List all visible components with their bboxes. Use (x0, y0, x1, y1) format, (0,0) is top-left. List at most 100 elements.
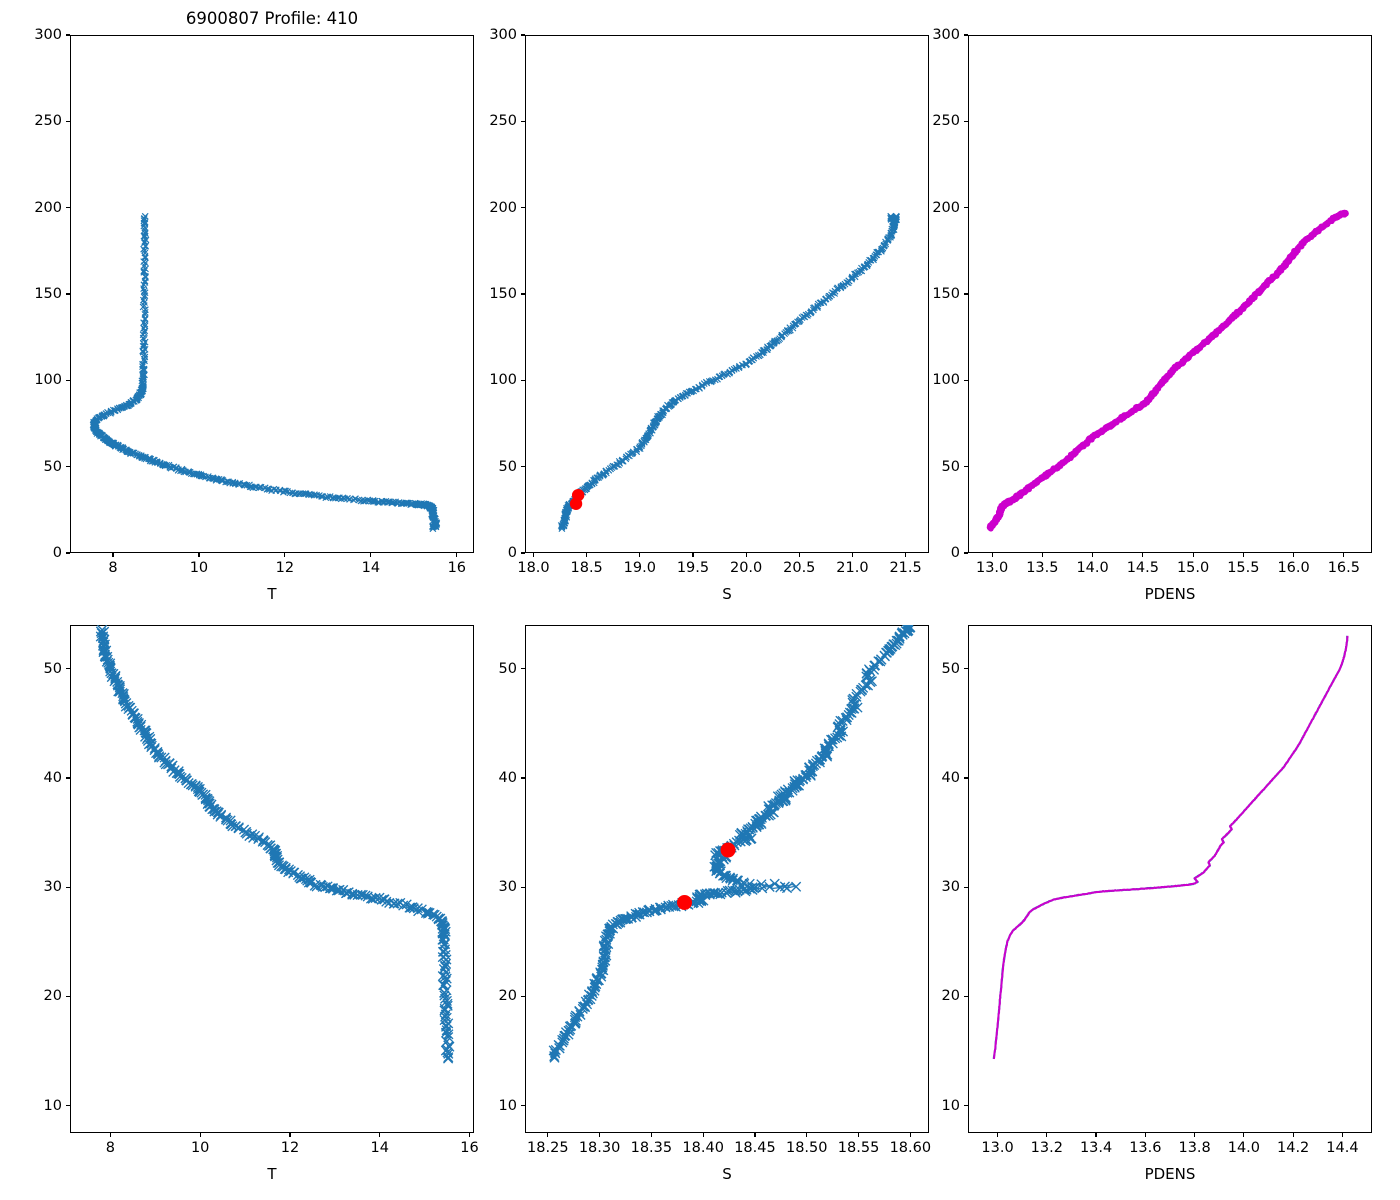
ytick-mark (964, 379, 968, 381)
ytick-mark (521, 995, 525, 998)
ytick-mark (964, 777, 968, 779)
xtick-label: 14.5 (1126, 560, 1159, 576)
xtick-label: 15.0 (1176, 560, 1210, 576)
xtick-mark (702, 1133, 704, 1137)
plot-panel-bottom-right-pdens-zoom: 13.0 13.2 13.4 13.6 13.8 14.0 14.2 14.4 10 20 30 40… (942, 625, 1372, 1183)
ytick-mark (521, 777, 525, 779)
xtick-mark (586, 553, 588, 557)
ytick-label: 30 (43, 879, 62, 896)
xtick-label: 19.5 (676, 560, 710, 576)
data-layer-bottom-middle-salinity-zoom (548, 625, 916, 1063)
ytick-label: 50 (498, 660, 517, 677)
xtick-label: 21.5 (889, 560, 922, 576)
axes-frame-bottom-right-pdens-zoom (968, 625, 1372, 1133)
ytick-label: 30 (498, 879, 517, 896)
xtick-label: 14.4 (1326, 1140, 1359, 1156)
ytick-label: 10 (498, 1097, 517, 1114)
plot-panel-bottom-middle-salinity-zoom: 18.25 18.30 18.35 18.40 18.45 18.50 18.55 18.60… (499, 625, 931, 1183)
xtick-label: 18.35 (630, 1140, 673, 1156)
ytick-mark (66, 886, 70, 888)
axes-frame-top-middle-salinity (525, 35, 929, 553)
ytick-label: 150 (489, 286, 517, 302)
xtick-mark (806, 1133, 808, 1137)
xtick-label: 13.2 (1030, 1140, 1063, 1156)
xtick-mark (1243, 1133, 1245, 1137)
xtick-label: 16 (460, 1140, 479, 1156)
ytick-label: 250 (932, 113, 960, 130)
flagged-point-2 (720, 842, 736, 858)
ytick-mark (521, 886, 525, 888)
xtick-mark (650, 1133, 652, 1137)
xaxis-label-PDENS: PDENS (1144, 585, 1196, 603)
plot-panel-top-right-pdens: 13.0 13.5 14.0 14.5 15.0 15.5 16.0 16.5 0 50 100 15… (932, 28, 1372, 603)
ytick-label: 250 (34, 113, 62, 130)
xtick-mark (1046, 1133, 1048, 1137)
xtick-label: 14.2 (1277, 1140, 1310, 1156)
ytick-mark (66, 379, 70, 381)
xtick-label: 18.55 (837, 1140, 880, 1156)
ytick-label: 50 (941, 458, 960, 475)
ytick-mark (964, 668, 968, 670)
xtick-label: 16.0 (1277, 560, 1310, 576)
ytick-mark (521, 34, 525, 36)
data-layer-bottom-left-temperature-zoom (95, 625, 455, 1064)
xtick-label: 20.5 (783, 560, 816, 576)
xtick-label: 18.45 (734, 1140, 776, 1156)
ytick-label: 0 (950, 545, 960, 561)
ytick-mark (521, 207, 525, 209)
xtick-label: 18.40 (682, 1140, 724, 1156)
xtick-mark (199, 1133, 201, 1137)
ytick-mark (964, 1105, 968, 1107)
xtick-mark (1242, 553, 1244, 557)
series-markers-S (557, 212, 901, 533)
xtick-mark (598, 1133, 601, 1137)
ytick-mark (66, 995, 70, 998)
xtick-label: 13.0 (975, 560, 1009, 576)
ytick-label: 50 (43, 660, 62, 677)
plot-panel-bottom-left-temperature-zoom: 8101214161020304050TPressure (44, 625, 479, 1183)
data-layer-bottom-right-pdens-zoom (992, 635, 1349, 1060)
xtick-label: 13.4 (1079, 1140, 1113, 1156)
xtick-mark (370, 553, 372, 557)
ytick-label: 20 (941, 988, 960, 1005)
ytick-mark (964, 120, 968, 122)
ytick-mark (521, 466, 525, 468)
ytick-label: 50 (498, 458, 517, 475)
xtick-label: 14.0 (1076, 560, 1109, 576)
ytick-label: 100 (34, 372, 62, 389)
xtick-mark (547, 1133, 549, 1137)
ytick-mark (964, 995, 968, 998)
xtick-label: 12 (280, 1140, 300, 1156)
xtick-label: 19.0 (623, 560, 656, 576)
xtick-mark (851, 553, 854, 557)
xtick-mark (1293, 553, 1295, 557)
xaxis-label-S: S (722, 585, 732, 603)
ytick-label: 200 (932, 199, 960, 216)
ytick-mark (964, 293, 968, 295)
ytick-label: 150 (34, 286, 62, 302)
ytick-mark (521, 668, 525, 670)
xtick-mark (754, 1133, 756, 1137)
ytick-label: 30 (941, 879, 960, 896)
ytick-mark (964, 34, 968, 36)
ytick-label: 250 (489, 113, 517, 130)
xtick-mark (1194, 1133, 1196, 1137)
ytick-label: 150 (932, 286, 960, 302)
ytick-mark (521, 1105, 525, 1107)
xtick-mark (532, 553, 535, 557)
xtick-mark (468, 1133, 471, 1137)
xaxis-label-T: T (267, 1165, 277, 1183)
xtick-label: 20.0 (729, 560, 763, 576)
xtick-mark (991, 553, 993, 557)
xtick-mark (692, 553, 694, 557)
xtick-mark (379, 1133, 381, 1137)
ytick-label: 100 (489, 372, 517, 389)
xtick-label: 15.5 (1227, 560, 1260, 576)
ytick-mark (66, 207, 70, 209)
xtick-label: 18.5 (570, 560, 603, 576)
ytick-mark (66, 293, 70, 295)
xtick-mark (112, 553, 114, 557)
flagged-point-1 (677, 894, 693, 910)
ytick-label: 0 (52, 545, 62, 561)
xtick-mark (1192, 553, 1194, 557)
